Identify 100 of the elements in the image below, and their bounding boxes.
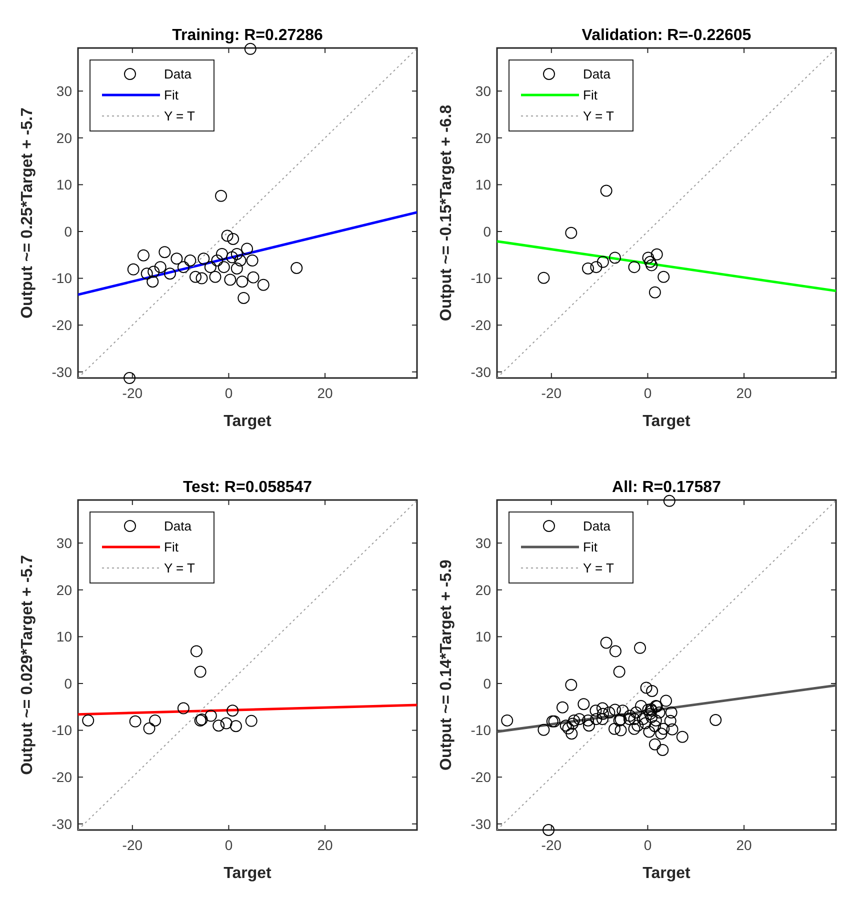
y-tick-label: 10	[475, 176, 492, 193]
point	[650, 248, 663, 260]
point	[184, 254, 196, 267]
point	[220, 717, 232, 730]
point	[538, 272, 550, 284]
legend-label: Y = T	[164, 108, 196, 124]
point	[230, 248, 243, 260]
y-tick-label: 30	[56, 82, 72, 99]
y-tick-label: -20	[52, 317, 72, 334]
point	[190, 645, 202, 658]
point	[127, 263, 140, 276]
point	[246, 254, 258, 267]
x-tick-label: 20	[317, 385, 334, 401]
x-axis-title: Target	[642, 865, 692, 882]
point	[226, 704, 239, 717]
y-tick-label: -10	[470, 722, 492, 738]
x-tick-label: 20	[736, 385, 752, 401]
point	[204, 261, 216, 274]
y-tick-label: -20	[470, 317, 492, 334]
point	[642, 252, 654, 264]
y-tick-label: 20	[475, 582, 492, 598]
legend-label: Data	[583, 518, 612, 534]
point	[244, 42, 256, 55]
y-tick-label: 0	[483, 223, 492, 240]
point	[177, 261, 190, 274]
legend-label: Fit	[164, 540, 179, 555]
point	[124, 372, 136, 384]
point	[247, 271, 260, 284]
point	[149, 714, 162, 726]
y-tick-label: -30	[52, 364, 72, 380]
point	[215, 190, 228, 202]
y-tick-label: -30	[470, 816, 492, 832]
y-axis-title: Output ~= 0.25*Target + -5.7	[19, 107, 36, 318]
point	[226, 251, 238, 264]
x-tick-label: -20	[122, 837, 143, 853]
x-tick-label: -20	[122, 385, 143, 401]
x-axis-title: Target	[224, 413, 272, 430]
y-tick-label: 10	[56, 628, 72, 645]
legend-label: Y = T	[583, 108, 614, 124]
point	[196, 272, 208, 284]
y-tick-label: 20	[56, 130, 72, 146]
point	[236, 276, 248, 288]
y-tick-label: -10	[470, 270, 492, 286]
chart-title: All: R=0.17587	[612, 479, 722, 496]
point	[230, 262, 243, 274]
point	[241, 242, 254, 255]
point	[582, 262, 594, 274]
y-axis-title: Output ~= -0.15*Target + -6.8	[438, 104, 455, 322]
point	[212, 720, 225, 732]
point	[224, 274, 236, 286]
point	[644, 256, 656, 268]
x-tick-label: 0	[644, 837, 652, 853]
point	[146, 276, 159, 288]
y-tick-label: 10	[56, 176, 72, 193]
legend-label: Data	[164, 518, 192, 534]
point	[218, 261, 230, 274]
point	[140, 268, 153, 280]
y-tick-label: 0	[64, 223, 72, 240]
point	[216, 248, 228, 260]
y-tick-label: 0	[483, 675, 492, 692]
legend-label: Y = T	[583, 560, 614, 576]
point	[154, 261, 166, 274]
point	[646, 259, 658, 272]
point	[565, 226, 578, 239]
point	[257, 278, 270, 291]
chart-title: Test: R=0.058547	[182, 479, 312, 496]
y-tick-label: 20	[475, 130, 492, 146]
x-tick-label: 0	[224, 837, 233, 853]
legend-label: Fit	[583, 540, 598, 555]
x-tick-label: 0	[224, 385, 233, 401]
x-tick-label: 20	[317, 837, 334, 853]
point	[137, 249, 150, 262]
legend-label: Fit	[164, 88, 179, 103]
point	[170, 252, 183, 265]
y-tick-label: -10	[52, 722, 72, 738]
legend-label: Data	[164, 66, 192, 82]
point	[221, 230, 234, 242]
legend-label: Y = T	[164, 560, 196, 576]
point	[148, 266, 160, 278]
point	[290, 262, 303, 274]
point	[158, 246, 171, 258]
y-tick-label: -30	[470, 364, 492, 380]
point	[600, 184, 612, 197]
point	[234, 254, 246, 267]
point	[209, 270, 222, 283]
y-tick-label: 0	[64, 675, 72, 692]
point	[198, 252, 210, 265]
y-tick-label: -20	[52, 769, 72, 786]
y-axis-title: Output ~= 0.029*Target + -5.7	[19, 555, 36, 775]
y-tick-label: 10	[475, 628, 492, 645]
point	[658, 270, 670, 283]
x-axis-title: Target	[224, 865, 272, 882]
point	[177, 702, 190, 714]
point	[164, 268, 176, 280]
point	[238, 292, 250, 304]
point	[82, 714, 94, 726]
chart-title: Training: R=0.27286	[172, 27, 323, 44]
y-tick-label: -20	[470, 769, 492, 786]
y-tick-label: 20	[56, 582, 72, 598]
point	[227, 232, 240, 245]
